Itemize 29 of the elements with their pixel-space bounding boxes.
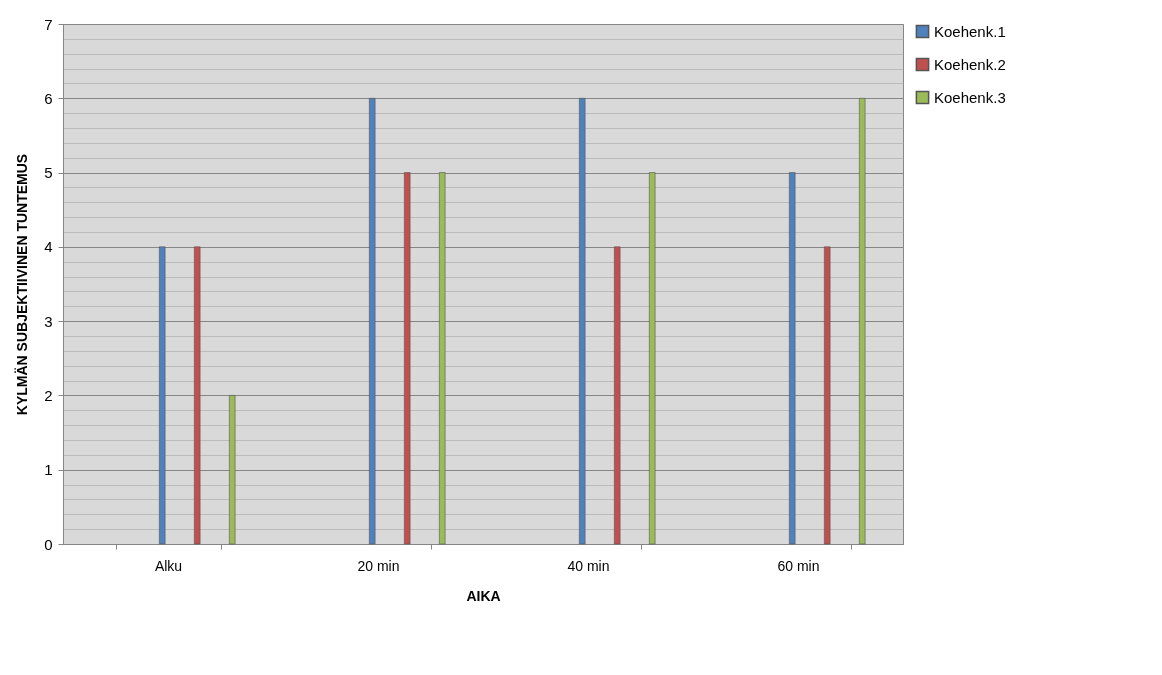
bar (439, 172, 446, 545)
bar (229, 395, 236, 545)
y-tick-label: 7 (44, 15, 53, 33)
x-tick-label: 60 min (777, 557, 820, 574)
y-tick-label: 5 (44, 164, 53, 182)
x-tick-label: Alku (154, 557, 183, 574)
y-tick-label: 6 (44, 89, 53, 107)
y-tick-label: 3 (44, 312, 53, 330)
bar (859, 97, 866, 545)
bar (194, 246, 201, 545)
bar (649, 172, 656, 545)
bar (369, 97, 376, 545)
legend-label: Koehenk.2 (934, 55, 1006, 73)
y-axis-title: KYLMÄN SUBJEKTIIVINEN TUNTEMUS (14, 153, 31, 416)
legend-label: Koehenk.3 (934, 88, 1006, 106)
y-tick-label: 2 (44, 386, 53, 404)
bar (789, 172, 796, 545)
y-tick-label: 1 (44, 461, 53, 479)
x-tick-label: 20 min (357, 557, 400, 574)
bar (824, 246, 831, 545)
y-tick-label: 0 (44, 535, 53, 553)
bar (579, 97, 586, 545)
bar (614, 246, 621, 545)
x-axis-title: AIKA (466, 587, 501, 604)
y-tick-label: 4 (44, 238, 53, 256)
legend-label: Koehenk.1 (934, 22, 1006, 40)
x-tick-label: 40 min (567, 557, 610, 574)
bar (404, 172, 411, 545)
bar (159, 246, 166, 545)
